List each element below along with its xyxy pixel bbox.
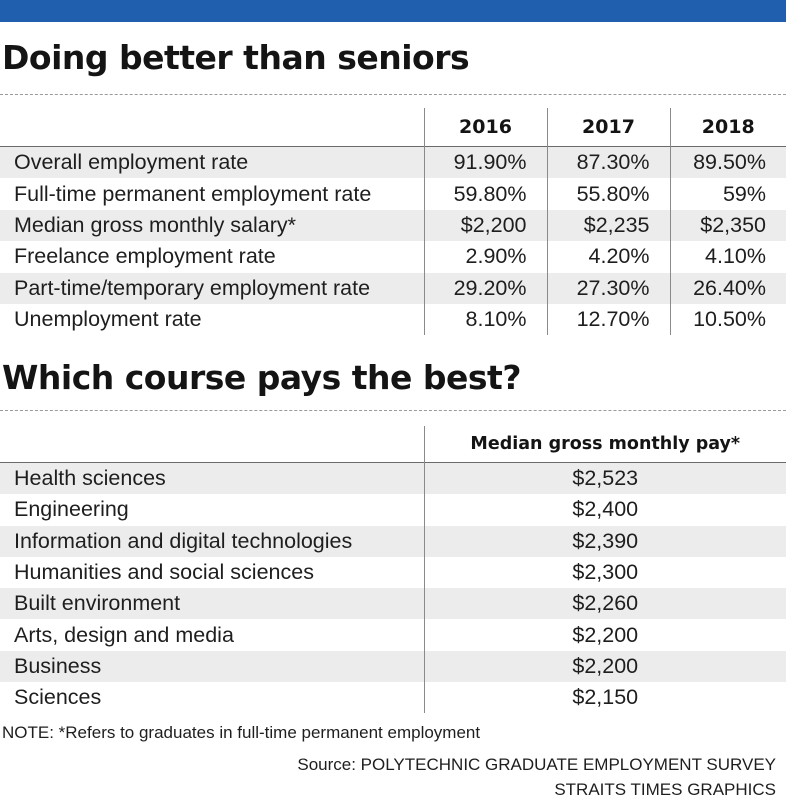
- course-label: Business: [0, 650, 424, 683]
- row-label: Part-time/temporary employment rate: [0, 272, 424, 304]
- cell-2016: 91.90%: [423, 146, 547, 179]
- cell-2017: 87.30%: [546, 146, 670, 179]
- table-row: Engineering $2,400: [0, 494, 786, 526]
- cell-2018: 26.40%: [669, 272, 786, 304]
- top-accent-bar: [0, 0, 786, 22]
- cell-2018: $2,350: [669, 209, 786, 242]
- table1-header-label: [0, 108, 424, 147]
- row-label: Overall employment rate: [0, 146, 424, 179]
- course-pay: $2,200: [423, 619, 786, 651]
- course-pay: $2,150: [423, 682, 786, 714]
- row-label: Freelance employment rate: [14, 244, 276, 269]
- table1-header-2017: 2017: [546, 108, 670, 147]
- course-pay-table: Median gross monthly pay* Health science…: [0, 426, 786, 714]
- table1-header-2018: 2018: [669, 108, 786, 147]
- course-label: Arts, design and media: [14, 622, 234, 647]
- course-label: Built environment: [0, 588, 424, 620]
- row-label: Median gross monthly salary*: [0, 209, 424, 242]
- table-row: Part-time/temporary employment rate 29.2…: [0, 272, 786, 304]
- course-label: Humanities and social sciences: [14, 560, 314, 585]
- cell-2016: 29.20%: [423, 272, 547, 304]
- table1-header-2016: 2016: [423, 108, 547, 147]
- table-row: Business $2,200: [0, 650, 786, 683]
- source-line: Source: POLYTECHNIC GRADUATE EMPLOYMENT …: [297, 755, 776, 774]
- course-pay: $2,260: [423, 588, 786, 620]
- table-row: Health sciences $2,523: [0, 462, 786, 495]
- table2-title: Which course pays the best?: [2, 358, 521, 397]
- row-label: Unemployment rate: [14, 307, 202, 332]
- course-pay: $2,400: [423, 494, 786, 526]
- cell-2018: 10.50%: [669, 303, 786, 336]
- cell-2018: 59%: [669, 178, 786, 210]
- cell-2016: 59.80%: [423, 178, 547, 210]
- table-row: Humanities and social sciences $2,300: [0, 556, 786, 589]
- source-credit: Source: POLYTECHNIC GRADUATE EMPLOYMENT …: [297, 752, 776, 802]
- cell-2017: $2,235: [546, 209, 670, 242]
- table-row: Built environment $2,260: [0, 588, 786, 620]
- footnote: NOTE: *Refers to graduates in full-time …: [2, 723, 481, 742]
- course-pay: $2,200: [423, 650, 786, 683]
- table-row: Median gross monthly salary* $2,200 $2,2…: [0, 209, 786, 242]
- divider-dashed-1: [0, 94, 786, 95]
- cell-2017: 55.80%: [546, 178, 670, 210]
- cell-2017: 4.20%: [546, 241, 670, 273]
- table-row: Information and digital technologies $2,…: [0, 525, 786, 557]
- table2-header-row: Median gross monthly pay*: [0, 426, 786, 463]
- course-label: Health sciences: [0, 462, 424, 495]
- table-row: Full-time permanent employment rate 59.8…: [0, 178, 786, 210]
- employment-table: 2016 2017 2018 Overall employment rate 9…: [0, 108, 786, 336]
- row-label: Full-time permanent employment rate: [14, 181, 372, 206]
- cell-2016: 8.10%: [423, 303, 547, 336]
- table-row: Overall employment rate 91.90% 87.30% 89…: [0, 146, 786, 179]
- table2-header-pay: Median gross monthly pay*: [423, 426, 786, 463]
- table-row: Arts, design and media $2,200: [0, 619, 786, 651]
- credit-line: STRAITS TIMES GRAPHICS: [554, 780, 776, 799]
- cell-2016: 2.90%: [423, 241, 547, 273]
- cell-2018: 89.50%: [669, 146, 786, 179]
- table-row: Freelance employment rate 2.90% 4.20% 4.…: [0, 241, 786, 273]
- table2-header-label: [0, 426, 424, 463]
- cell-2018: 4.10%: [669, 241, 786, 273]
- course-pay: $2,300: [423, 556, 786, 589]
- course-label: Sciences: [14, 685, 102, 710]
- divider-dashed-2: [0, 410, 786, 411]
- course-label: Engineering: [14, 497, 129, 522]
- cell-2017: 27.30%: [546, 272, 670, 304]
- table1-title: Doing better than seniors: [2, 38, 470, 77]
- table1-header-row: 2016 2017 2018: [0, 108, 786, 147]
- course-pay: $2,523: [423, 462, 786, 495]
- cell-2017: 12.70%: [546, 303, 670, 336]
- table-row: Sciences $2,150: [0, 682, 786, 714]
- table-row: Unemployment rate 8.10% 12.70% 10.50%: [0, 303, 786, 336]
- cell-2016: $2,200: [423, 209, 547, 242]
- course-label: Information and digital technologies: [0, 525, 424, 557]
- course-pay: $2,390: [423, 525, 786, 557]
